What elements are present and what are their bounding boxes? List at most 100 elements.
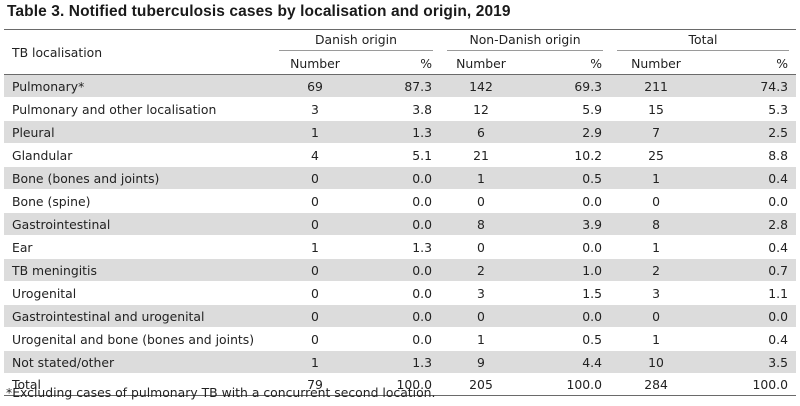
table-row: Glandular 4 5.1 21 10.2 25 8.8: [4, 143, 797, 167]
table-cell: 0.5: [522, 327, 611, 351]
table-cell: 0.7: [702, 258, 797, 282]
header-row-groups: TB localisation Danish origin Non-Danish…: [4, 29, 797, 75]
table-cell: 1.5: [522, 281, 611, 305]
table-cell: 5.1: [358, 143, 440, 167]
table-cell: 0.0: [522, 235, 611, 259]
table-row: Bone (bones and joints) 0 0.0 1 0.5 1 0.4: [4, 166, 797, 190]
table-cell: 211: [610, 74, 703, 98]
table-row: TB meningitis 0 0.0 2 1.0 2 0.7: [4, 258, 797, 282]
table-cell: 9: [440, 350, 522, 374]
table-cell: 2: [440, 258, 522, 282]
row-label: Glandular: [4, 143, 272, 167]
header-number: Number: [440, 52, 522, 75]
table-cell: 0: [272, 281, 358, 305]
total-cell: 284: [610, 373, 703, 396]
header-percent: %: [522, 52, 611, 75]
table-cell: 3.8: [358, 97, 440, 121]
table-cell: 1: [440, 166, 522, 190]
table-cell: 15: [610, 97, 703, 121]
table-title: Table 3. Notified tuberculosis cases by …: [7, 3, 511, 20]
table-cell: 2: [610, 258, 703, 282]
total-cell: 100.0: [522, 373, 611, 396]
table-cell: 0.0: [358, 258, 440, 282]
table-row: Urogenital 0 0.0 3 1.5 3 1.1: [4, 281, 797, 305]
table-cell: 3: [440, 281, 522, 305]
table-row: Pulmonary* 69 87.3 142 69.3 211 74.3: [4, 74, 797, 98]
row-label: TB meningitis: [4, 258, 272, 282]
row-label: Gastrointestinal and urogenital: [4, 304, 272, 328]
table-cell: 4: [272, 143, 358, 167]
header-group-danish: Danish origin: [272, 30, 440, 53]
table-cell: 1: [272, 120, 358, 144]
header-group-non-danish: Non-Danish origin: [440, 30, 610, 53]
header-percent: %: [358, 52, 440, 75]
table-cell: 4.4: [522, 350, 611, 374]
table-cell: 0.0: [522, 304, 611, 328]
total-label: Total: [4, 373, 272, 396]
table-cell: 0: [610, 304, 703, 328]
table-cell: 0.0: [702, 304, 797, 328]
table-cell: 0.4: [702, 327, 797, 351]
total-cell: 100.0: [358, 373, 440, 396]
table-cell: 0.4: [702, 166, 797, 190]
table-cell: 0: [272, 304, 358, 328]
table-cell: 69.3: [522, 74, 611, 98]
header-localisation: TB localisation: [4, 29, 272, 75]
table-cell: 5.9: [522, 97, 611, 121]
footnote: *Excluding cases of pulmonary TB with a …: [6, 385, 436, 400]
table-cell: 3.5: [702, 350, 797, 374]
table-cell: 12: [440, 97, 522, 121]
header-row-subcolumns: Number % Number % Number %: [4, 52, 797, 75]
table-row: Not stated/other 1 1.3 9 4.4 10 3.5: [4, 350, 797, 374]
table-cell: 0.0: [358, 327, 440, 351]
header-group-total: Total: [610, 30, 796, 53]
row-label: Pulmonary*: [4, 74, 272, 98]
table-cell: 5.3: [702, 97, 797, 121]
total-cell: 205: [440, 373, 522, 396]
table-cell: 0: [440, 304, 522, 328]
table-cell: 1.1: [702, 281, 797, 305]
table-row: Urogenital and bone (bones and joints) 0 0…: [4, 327, 797, 351]
table-cell: 1.3: [358, 350, 440, 374]
table-row: Gastrointestinal 0 0.0 8 3.9 8 2.8: [4, 212, 797, 236]
table-cell: 21: [440, 143, 522, 167]
table-cell: 0.0: [358, 166, 440, 190]
row-label: Gastrointestinal: [4, 212, 272, 236]
table-cell: 3.9: [522, 212, 611, 236]
table-cell: 0: [272, 212, 358, 236]
table-cell: 1.0: [522, 258, 611, 282]
table-cell: 1: [272, 350, 358, 374]
header-number: Number: [272, 52, 358, 75]
table-cell: 0: [272, 258, 358, 282]
table-cell: 10.2: [522, 143, 611, 167]
table-cell: 1.3: [358, 235, 440, 259]
row-label: Ear: [4, 235, 272, 259]
table-row: Pleural 1 1.3 6 2.9 7 2.5: [4, 120, 797, 144]
table-cell: 1: [610, 327, 703, 351]
table-cell: 2.5: [702, 120, 797, 144]
row-label: Bone (bones and joints): [4, 166, 272, 190]
header-percent: %: [702, 52, 797, 75]
table-cell: 0.0: [358, 281, 440, 305]
table-cell: 142: [440, 74, 522, 98]
table-cell: 0.5: [522, 166, 611, 190]
table-cell: 0: [272, 166, 358, 190]
table-cell: 0.0: [522, 189, 611, 213]
table-cell: 1: [272, 235, 358, 259]
table-cell: 2.9: [522, 120, 611, 144]
table-cell: 0.4: [702, 235, 797, 259]
table-cell: 0: [440, 189, 522, 213]
row-label: Bone (spine): [4, 189, 272, 213]
table-cell: 7: [610, 120, 703, 144]
table-row: Pulmonary and other localisation 3 3.8 12 5.…: [4, 97, 797, 121]
row-label: Pleural: [4, 120, 272, 144]
total-row: Total 79 100.0 205 100.0 284 100.0: [4, 373, 797, 396]
total-cell: 79: [272, 373, 358, 396]
row-label: Urogenital and bone (bones and joints): [4, 327, 272, 351]
table-row: Ear 1 1.3 0 0.0 1 0.4: [4, 235, 797, 259]
table-cell: 3: [610, 281, 703, 305]
table-cell: 0: [440, 235, 522, 259]
table-cell: 0.0: [358, 189, 440, 213]
table-cell: 1: [610, 166, 703, 190]
table-cell: 1.3: [358, 120, 440, 144]
